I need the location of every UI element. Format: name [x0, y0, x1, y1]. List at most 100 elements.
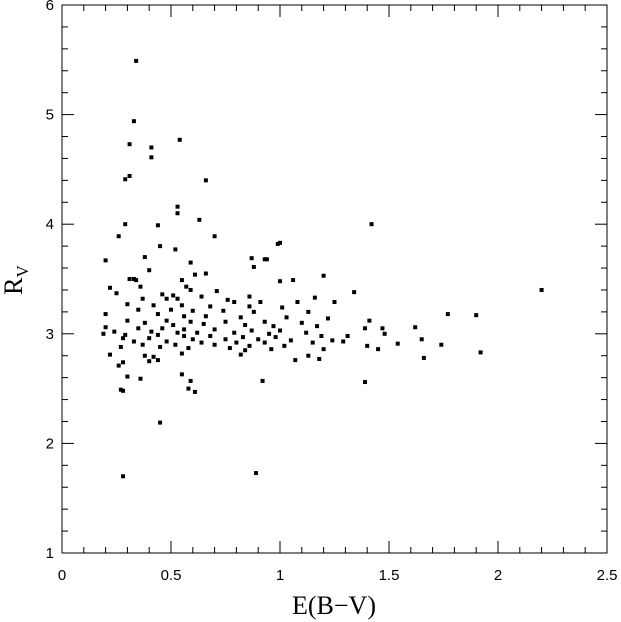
- data-point: [190, 337, 195, 342]
- data-point: [315, 324, 320, 329]
- data-point: [160, 292, 165, 297]
- data-point: [247, 343, 252, 348]
- data-point: [136, 326, 141, 331]
- data-point: [107, 352, 112, 357]
- data-point: [269, 347, 274, 352]
- data-point: [121, 360, 126, 365]
- x-tick-label: 2.5: [597, 567, 618, 584]
- data-point: [142, 320, 147, 325]
- data-point: [251, 309, 256, 314]
- data-point: [293, 358, 298, 363]
- data-point: [103, 258, 108, 263]
- data-point: [203, 271, 208, 276]
- data-point: [413, 325, 418, 330]
- data-point: [267, 331, 272, 336]
- data-point: [121, 388, 126, 393]
- data-point: [249, 328, 254, 333]
- data-point: [192, 272, 197, 277]
- data-point: [208, 304, 213, 309]
- data-point: [214, 289, 219, 294]
- data-point: [147, 336, 152, 341]
- data-point: [395, 341, 400, 346]
- data-point: [227, 346, 232, 351]
- data-point: [240, 335, 245, 340]
- data-point: [155, 312, 160, 317]
- data-point: [147, 359, 152, 364]
- data-point: [376, 347, 381, 352]
- data-point: [304, 330, 309, 335]
- data-point: [380, 326, 385, 331]
- data-point: [140, 296, 145, 301]
- data-point: [262, 340, 267, 345]
- data-point: [173, 247, 178, 252]
- data-point: [131, 277, 136, 281]
- data-point: [201, 321, 206, 326]
- data-point: [280, 305, 285, 310]
- data-point: [138, 284, 143, 289]
- data-point: [234, 340, 239, 345]
- data-point: [273, 335, 278, 340]
- data-point: [192, 389, 197, 394]
- data-point: [151, 354, 156, 359]
- data-point: [197, 217, 202, 222]
- plot-frame: [61, 4, 608, 554]
- data-point: [312, 295, 317, 300]
- data-point: [243, 323, 248, 328]
- data-point: [212, 327, 217, 332]
- data-point: [232, 300, 237, 305]
- data-point: [125, 302, 130, 307]
- data-point: [203, 314, 208, 319]
- data-point: [288, 338, 293, 343]
- y-axis-title-main: R: [0, 277, 28, 295]
- data-point: [164, 318, 169, 323]
- data-point: [264, 257, 269, 262]
- data-point: [103, 325, 108, 330]
- data-point: [171, 293, 176, 298]
- y-tick-label: 6: [46, 0, 54, 14]
- data-point: [158, 344, 163, 349]
- data-point: [127, 173, 132, 178]
- data-point: [199, 294, 204, 299]
- data-point: [203, 178, 208, 183]
- data-point: [188, 287, 193, 292]
- data-point: [169, 307, 173, 312]
- data-point: [284, 315, 289, 320]
- data-point: [112, 329, 117, 334]
- data-point: [439, 342, 444, 347]
- data-point: [131, 339, 136, 344]
- data-point: [149, 145, 154, 150]
- data-point: [175, 296, 180, 301]
- data-point: [247, 304, 252, 309]
- data-point: [367, 318, 372, 323]
- data-point: [118, 387, 123, 392]
- data-point: [103, 312, 108, 317]
- data-point: [179, 351, 184, 356]
- data-point: [175, 204, 180, 209]
- data-point: [195, 330, 200, 335]
- data-point: [256, 337, 261, 342]
- data-point: [478, 350, 483, 355]
- data-points: [101, 58, 544, 479]
- data-point: [474, 313, 479, 318]
- data-point: [419, 337, 424, 342]
- data-point: [173, 342, 178, 347]
- data-point: [278, 240, 282, 245]
- data-point: [369, 222, 374, 227]
- data-point: [299, 320, 304, 325]
- data-point: [107, 285, 112, 290]
- data-point: [249, 256, 254, 261]
- data-point: [212, 234, 217, 239]
- data-point: [101, 331, 106, 336]
- data-point: [140, 342, 145, 347]
- data-point: [330, 338, 335, 343]
- data-point: [310, 340, 315, 345]
- data-point: [188, 260, 193, 265]
- data-point: [325, 316, 330, 321]
- data-point: [114, 291, 119, 296]
- data-point: [142, 353, 147, 358]
- x-tick-label: 2: [494, 567, 502, 584]
- data-point: [158, 244, 163, 249]
- data-point: [251, 264, 256, 269]
- y-tick-label: 4: [46, 216, 54, 233]
